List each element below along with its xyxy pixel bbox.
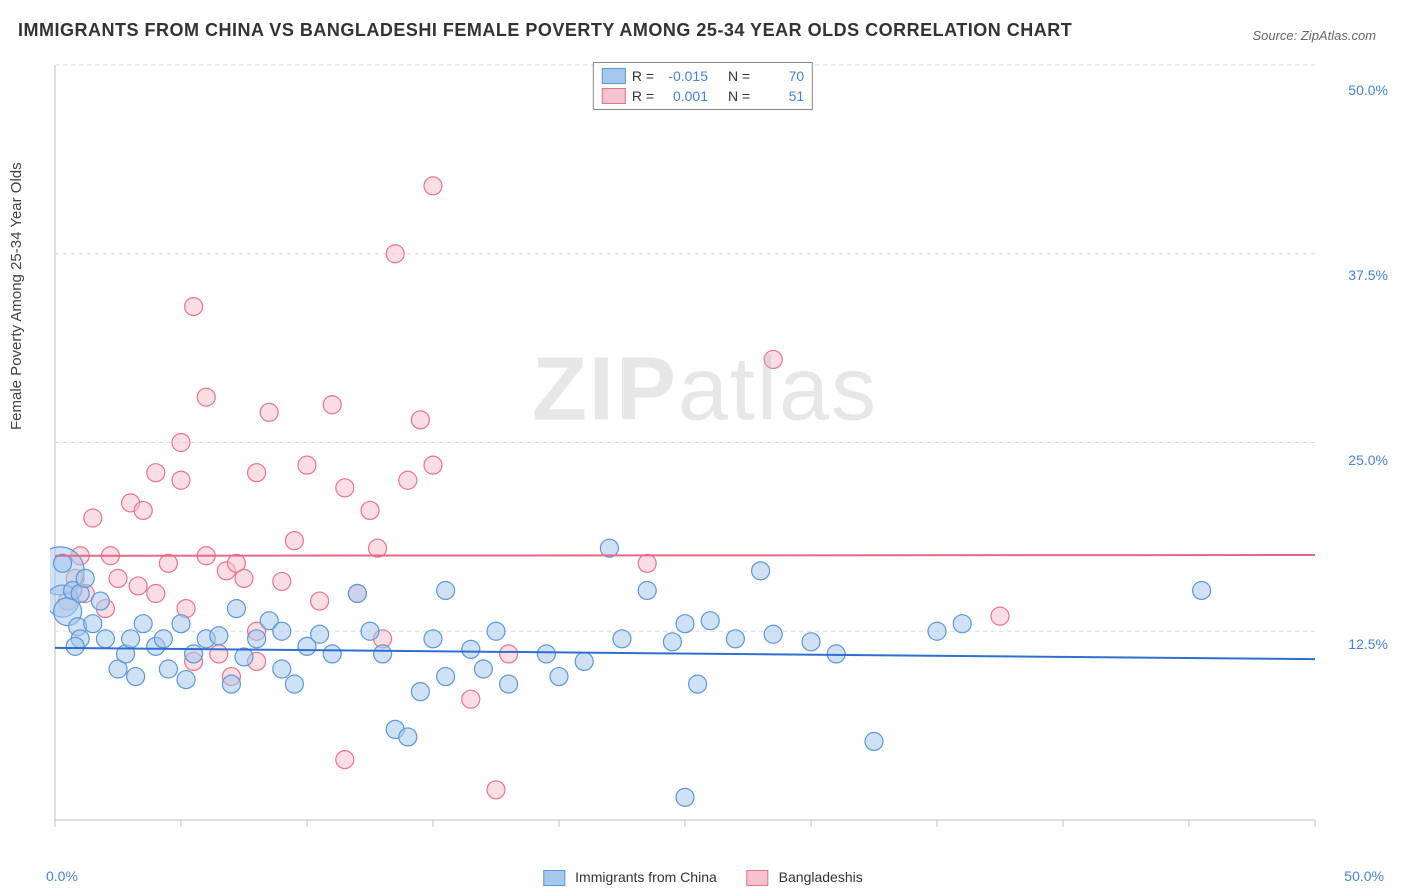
x-tick-0: 0.0% bbox=[46, 868, 78, 884]
chart-area: ZIPatlas bbox=[50, 60, 1360, 845]
x-tick-50: 50.0% bbox=[1344, 868, 1384, 884]
legend-swatch-bangladeshi bbox=[602, 88, 626, 104]
r-label: R = bbox=[632, 66, 654, 86]
n-value: 70 bbox=[756, 66, 804, 86]
r-value: -0.015 bbox=[660, 66, 708, 86]
y-tick-25: 25.0% bbox=[1348, 452, 1388, 468]
legend-item-china: Immigrants from China bbox=[543, 869, 716, 886]
legend-label: Bangladeshis bbox=[779, 869, 863, 885]
legend-row-china: R = -0.015 N = 70 bbox=[602, 66, 804, 86]
y-axis-label: Female Poverty Among 25-34 Year Olds bbox=[8, 162, 25, 430]
legend-label: Immigrants from China bbox=[575, 869, 717, 885]
y-tick-37-5: 37.5% bbox=[1348, 267, 1388, 283]
n-value: 51 bbox=[756, 86, 804, 106]
chart-title: IMMIGRANTS FROM CHINA VS BANGLADESHI FEM… bbox=[18, 20, 1072, 41]
r-label: R = bbox=[632, 86, 654, 106]
correlation-legend: R = -0.015 N = 70 R = 0.001 N = 51 bbox=[593, 62, 813, 110]
r-value: 0.001 bbox=[660, 86, 708, 106]
scatter-plot-svg bbox=[50, 60, 1360, 845]
legend-item-bangladeshi: Bangladeshis bbox=[747, 869, 863, 886]
legend-swatch-china bbox=[543, 870, 565, 886]
series-legend: Immigrants from China Bangladeshis bbox=[543, 869, 862, 886]
legend-swatch-china bbox=[602, 68, 626, 84]
legend-swatch-bangladeshi bbox=[747, 870, 769, 886]
y-tick-50: 50.0% bbox=[1348, 82, 1388, 98]
n-label: N = bbox=[728, 66, 750, 86]
source-attribution: Source: ZipAtlas.com bbox=[1252, 28, 1376, 43]
n-label: N = bbox=[728, 86, 750, 106]
legend-row-bangladeshi: R = 0.001 N = 51 bbox=[602, 86, 804, 106]
y-tick-12-5: 12.5% bbox=[1348, 636, 1388, 652]
